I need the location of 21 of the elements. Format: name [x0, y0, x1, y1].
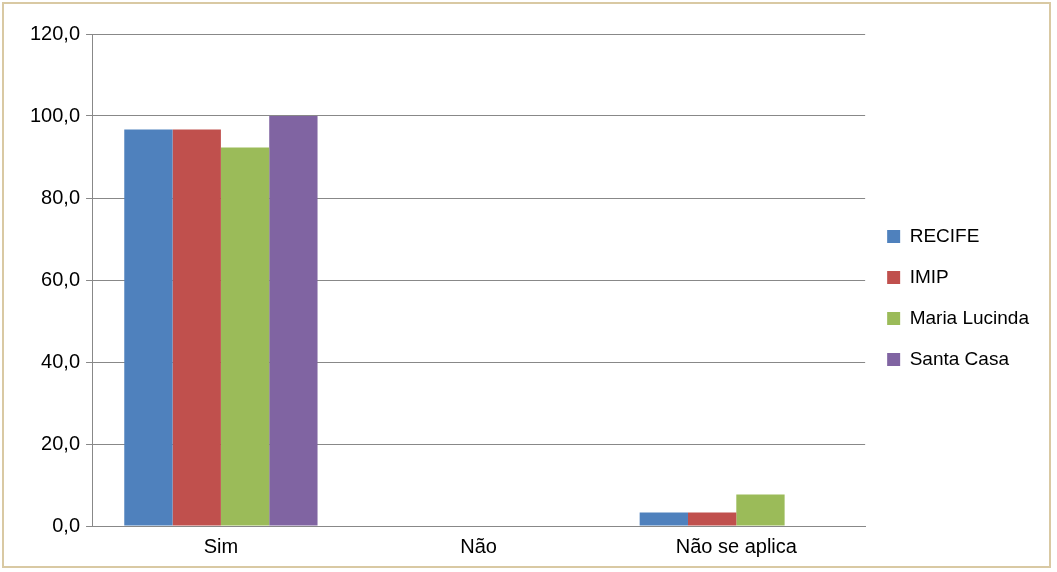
y-tick-label: 60,0 [41, 267, 81, 290]
bar [639, 512, 688, 526]
y-tick-label: 20,0 [41, 431, 81, 454]
bar [736, 494, 785, 526]
y-tick-label: 40,0 [41, 349, 81, 372]
legend-label: Maria Lucinda [909, 306, 1030, 328]
x-tick-label: Não se aplica [675, 534, 798, 557]
bar [687, 512, 737, 526]
x-tick-label: Não [460, 534, 497, 557]
legend-label: RECIFE [909, 224, 980, 246]
legend-label: Santa Casa [909, 347, 1010, 369]
bar [172, 129, 221, 526]
y-tick-label: 80,0 [41, 185, 81, 208]
y-tick-label: 120,0 [29, 21, 81, 44]
y-tick-label: 0,0 [52, 513, 81, 536]
bar [220, 147, 270, 526]
y-tick-label: 100,0 [29, 103, 81, 126]
bar [124, 129, 173, 526]
legend-label: IMIP [909, 265, 949, 287]
bar [269, 116, 318, 526]
x-tick-label: Sim [203, 534, 239, 557]
